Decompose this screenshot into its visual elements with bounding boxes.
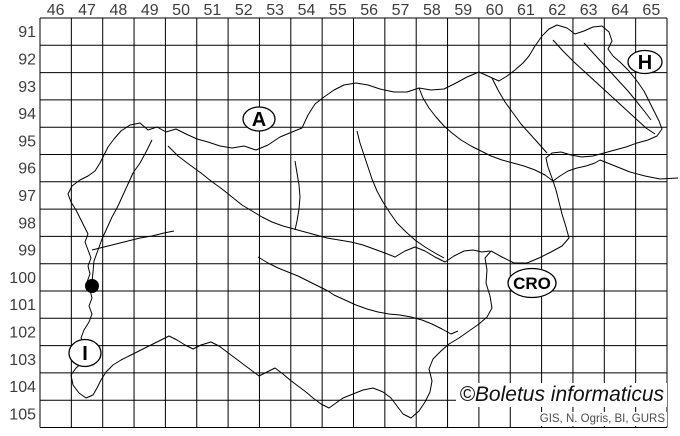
column-label: 60 xyxy=(486,2,504,19)
neighbour-country-labels: A H CRO I xyxy=(68,49,663,368)
record-dot xyxy=(85,279,99,293)
row-label: 97 xyxy=(18,188,36,205)
column-label: 52 xyxy=(235,2,253,19)
column-label: 59 xyxy=(454,2,472,19)
row-label: 99 xyxy=(18,243,36,260)
row-label: 103 xyxy=(9,352,36,369)
row-label: 91 xyxy=(18,24,36,41)
column-label: 48 xyxy=(109,2,127,19)
column-label: 47 xyxy=(78,2,96,19)
river-line xyxy=(356,130,445,259)
watermark-text: ©Boletus informaticus xyxy=(456,383,667,407)
row-labels: 91 92 93 94 95 96 97 98 99 100 101 102 103 104 105 xyxy=(9,24,36,423)
row-label: 95 xyxy=(18,133,36,150)
row-label: 100 xyxy=(9,270,36,287)
river-line xyxy=(491,77,548,154)
column-label: 63 xyxy=(580,2,598,19)
column-label: 46 xyxy=(47,2,65,19)
column-label: 65 xyxy=(642,2,660,19)
row-label: 104 xyxy=(9,379,36,396)
column-label: 54 xyxy=(298,2,316,19)
country-ellipse-h xyxy=(627,49,663,75)
row-label: 101 xyxy=(9,297,36,314)
column-label: 57 xyxy=(392,2,410,19)
river-line xyxy=(91,230,175,251)
river-line xyxy=(294,160,301,231)
column-label: 61 xyxy=(517,2,535,19)
country-border-and-rivers xyxy=(67,24,679,419)
column-label: 64 xyxy=(611,2,629,19)
column-label: 56 xyxy=(360,2,378,19)
column-label: 62 xyxy=(548,2,566,19)
country-code-cro: CRO xyxy=(513,274,551,293)
river-line xyxy=(91,139,153,283)
row-label: 92 xyxy=(18,51,36,68)
row-label: 96 xyxy=(18,161,36,178)
row-label: 93 xyxy=(18,79,36,96)
country-code-i: I xyxy=(82,343,88,365)
country-code-h: H xyxy=(638,52,652,74)
river-line xyxy=(257,256,459,335)
country-ellipse-cro xyxy=(507,267,557,299)
river-line xyxy=(552,39,656,135)
country-ellipse-a xyxy=(242,106,276,132)
river-line xyxy=(599,159,679,180)
column-label: 51 xyxy=(204,2,222,19)
river-line xyxy=(418,87,601,182)
river-line xyxy=(167,145,491,263)
row-label: 98 xyxy=(18,215,36,232)
row-label: 105 xyxy=(9,406,36,423)
column-label: 58 xyxy=(423,2,441,19)
column-label: 53 xyxy=(266,2,284,19)
river-line xyxy=(583,42,652,121)
quadrant-grid-lines xyxy=(39,17,668,428)
map-source-credit: GIS, N. Ogris, BI, GURS xyxy=(537,412,667,426)
country-ellipse-i xyxy=(68,338,102,368)
record-marker xyxy=(85,279,99,293)
column-labels: 46 47 48 49 50 51 52 53 54 55 56 57 58 59 60 61 62 63 64 65 xyxy=(47,2,661,19)
column-label: 50 xyxy=(172,2,190,19)
row-label: 94 xyxy=(18,106,36,123)
column-label: 49 xyxy=(141,2,159,19)
country-code-a: A xyxy=(252,109,266,131)
column-label: 55 xyxy=(329,2,347,19)
row-label: 102 xyxy=(9,324,36,341)
